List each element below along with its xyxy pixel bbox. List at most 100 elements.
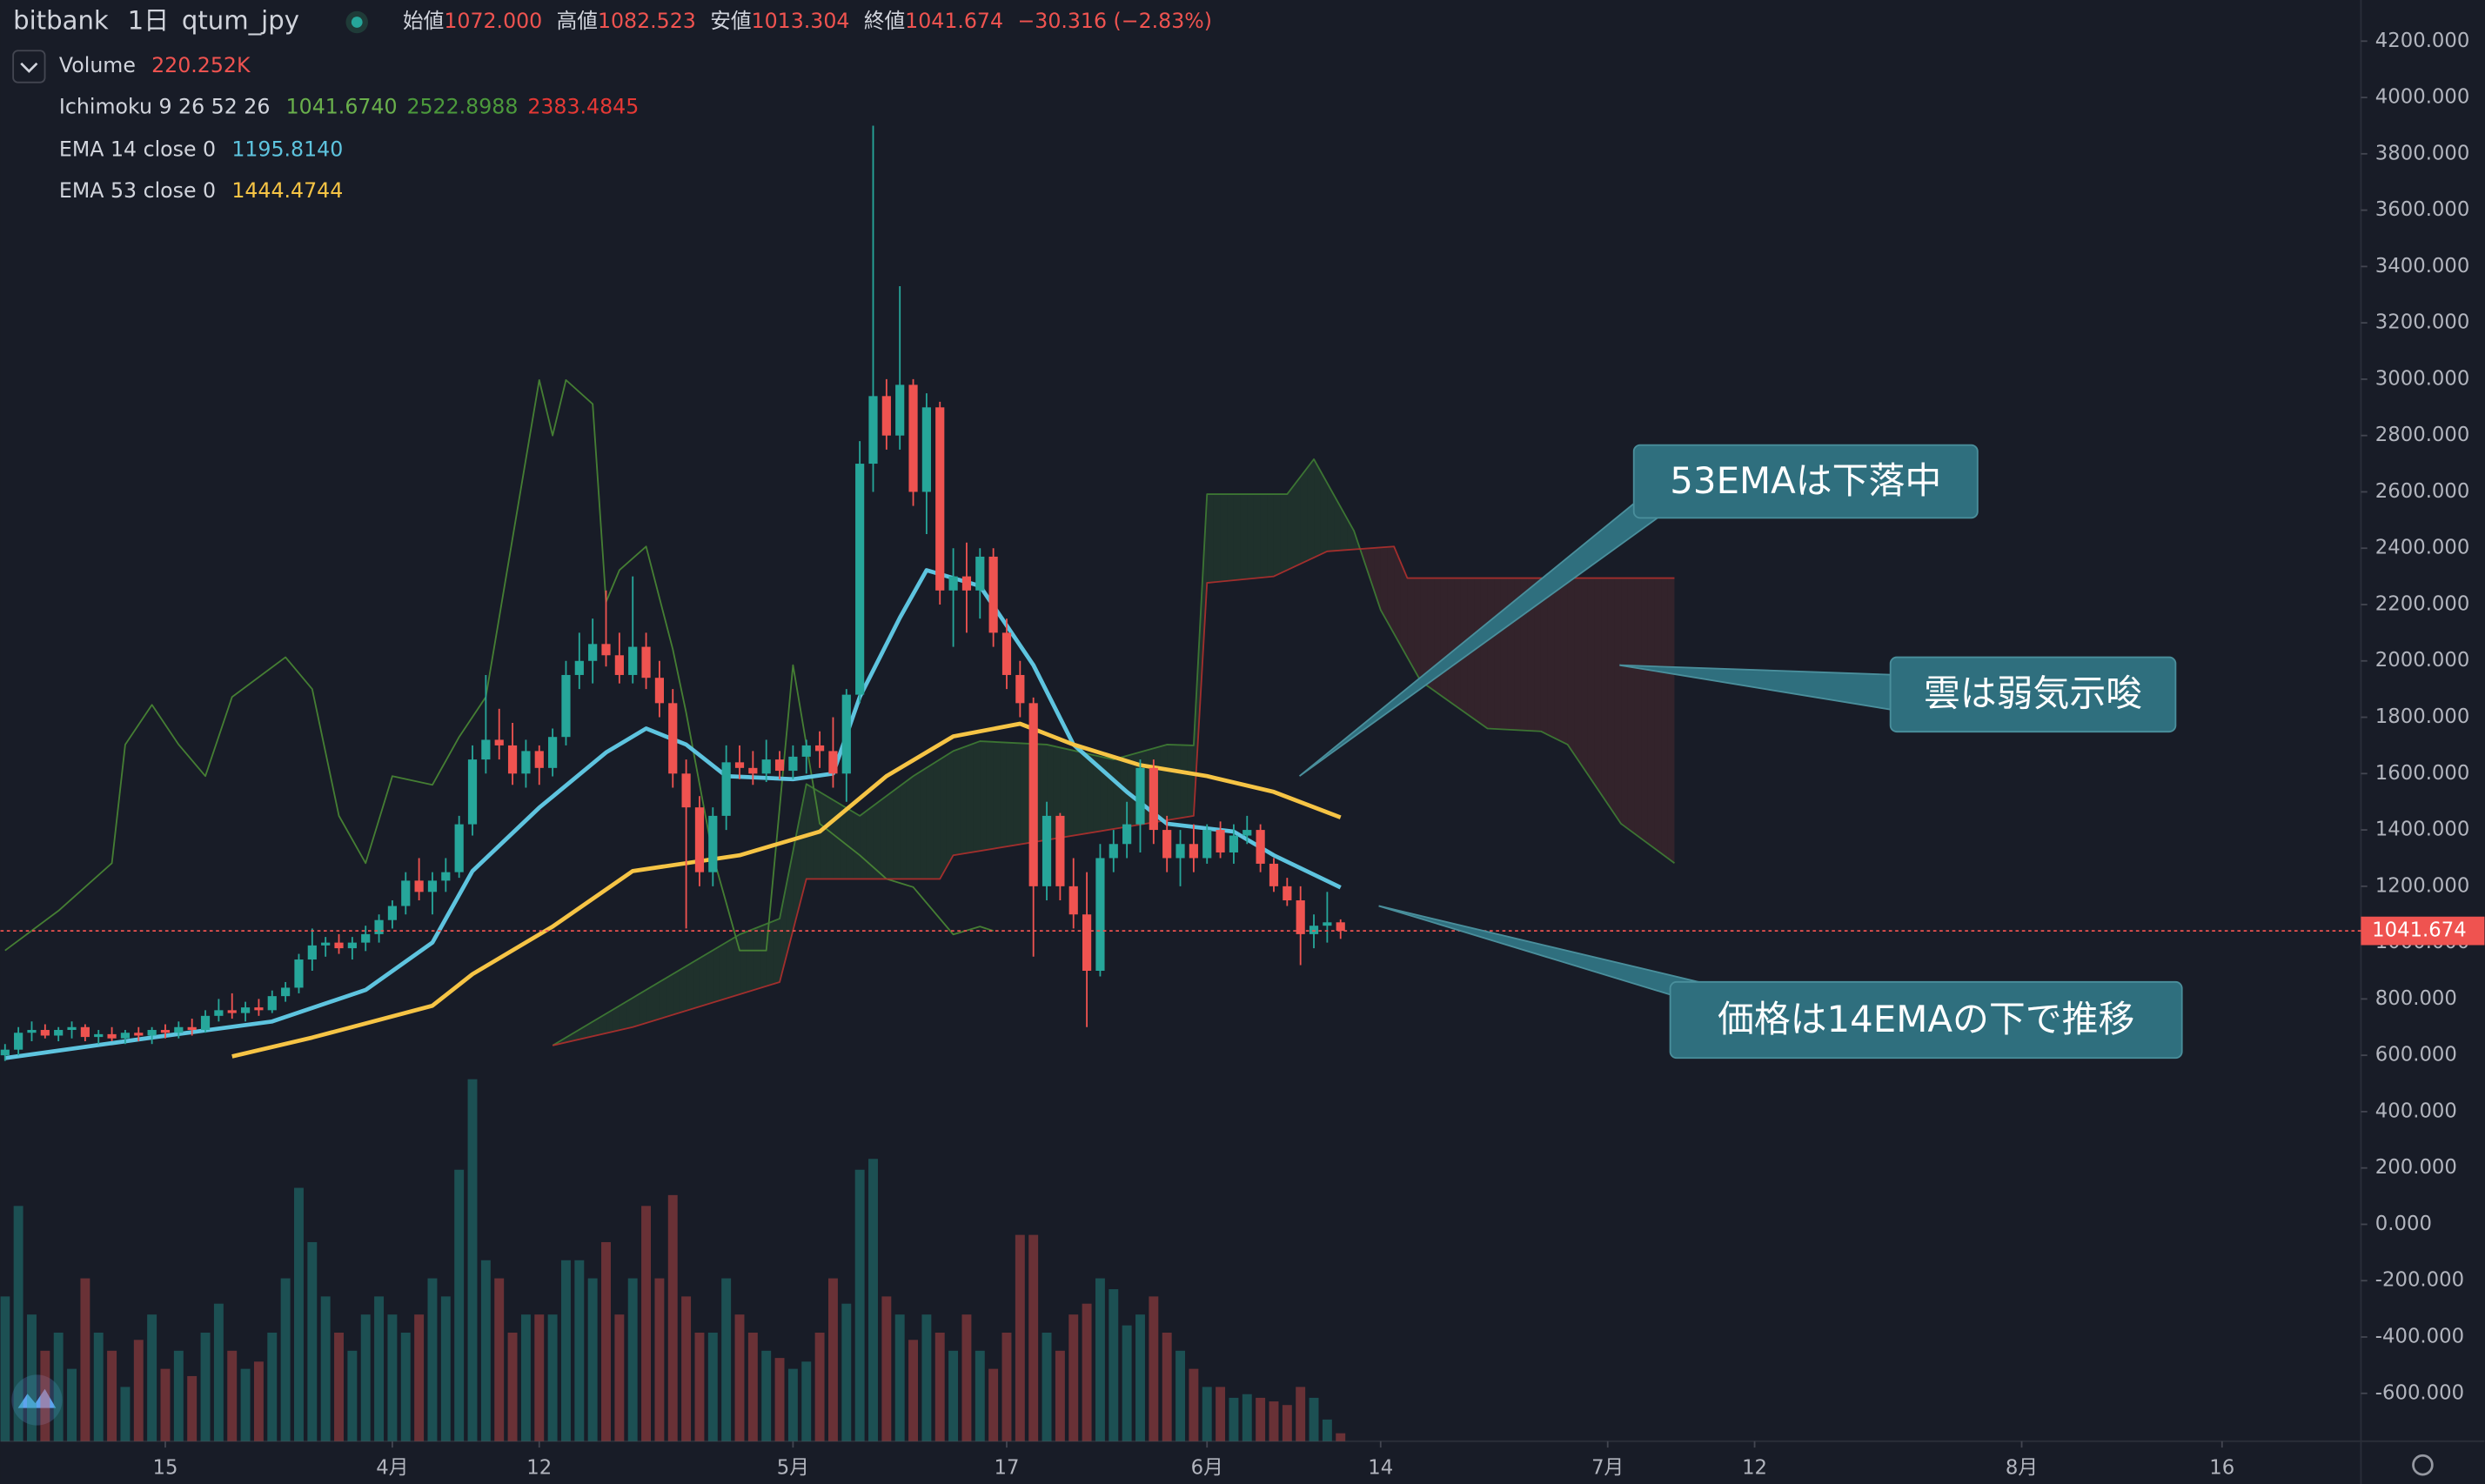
cloud-fill — [1260, 494, 1268, 578]
candle-body — [507, 745, 518, 774]
volume-bar — [280, 1278, 291, 1441]
y-tick-label: 2200.000 — [2375, 592, 2470, 615]
x-tick-label: 15 — [153, 1456, 178, 1479]
candle-body — [214, 1010, 224, 1016]
volume-bar — [868, 1159, 878, 1441]
y-tick-label: 600.000 — [2375, 1044, 2457, 1066]
cloud-fill — [1314, 458, 1321, 558]
settings-icon[interactable] — [2412, 1454, 2434, 1476]
volume-bar — [627, 1278, 638, 1441]
cloud-fill — [679, 966, 687, 1013]
y-tick-label: 1200.000 — [2375, 874, 2470, 897]
volume-bar — [894, 1314, 905, 1441]
y-tick-label: -200.000 — [2375, 1269, 2464, 1292]
cloud-fill — [573, 1029, 579, 1041]
volume-bar — [213, 1303, 224, 1441]
volume-bar — [1122, 1325, 1132, 1441]
x-tick-label: 16 — [2209, 1456, 2234, 1479]
cloud-fill — [1474, 578, 1481, 725]
volume-bar — [801, 1361, 812, 1441]
cloud-fill — [826, 796, 834, 879]
candle-body — [521, 751, 531, 774]
candle-body — [67, 1026, 77, 1031]
candle-body — [27, 1030, 37, 1033]
y-tick-label: 1800.000 — [2375, 705, 2470, 728]
volume-bar — [53, 1332, 64, 1441]
volume-bar — [440, 1296, 451, 1441]
volume-bar — [93, 1332, 104, 1441]
candle-body — [441, 872, 451, 881]
cloud-fill — [1380, 546, 1388, 622]
candle-body — [548, 737, 558, 768]
cloud-fill — [646, 986, 653, 1024]
volume-bar — [1202, 1387, 1212, 1441]
candle-body — [1242, 830, 1252, 836]
candle-body — [908, 384, 918, 492]
last-price-label: 1041.674 — [2372, 919, 2467, 942]
indicator-line — [552, 545, 1675, 1046]
cloud-fill — [673, 970, 680, 1015]
cloud-fill — [1647, 578, 1655, 849]
cloud-fill — [1300, 467, 1308, 565]
callout-text: 雲は弱気示唆 — [1924, 672, 2142, 715]
candle-body — [54, 1030, 64, 1036]
candle-body — [347, 942, 357, 949]
volume-bar — [160, 1368, 171, 1441]
candle-body — [281, 987, 291, 997]
volume-bar — [841, 1303, 852, 1441]
cloud-fill — [906, 776, 914, 879]
cloud-fill — [993, 741, 1001, 849]
cloud-fill — [639, 989, 646, 1026]
volume-bar — [173, 1350, 184, 1441]
cloud-fill — [1440, 578, 1448, 700]
cloud-fill — [860, 811, 867, 879]
y-tick-label: 0.000 — [2375, 1213, 2432, 1235]
cloud-fill — [846, 807, 854, 879]
y-tick-label: 200.000 — [2375, 1156, 2457, 1179]
legend-text: −30.316 (−2.83%) — [1017, 9, 1212, 33]
volume-bar — [761, 1350, 772, 1441]
candle-body — [1082, 914, 1092, 972]
candle-body — [1135, 767, 1145, 825]
candle-body — [855, 464, 865, 695]
cloud-fill — [619, 1001, 626, 1031]
cloud-fill — [1200, 494, 1208, 699]
x-tick-label: 12 — [1742, 1456, 1767, 1479]
cloud-fill — [1414, 578, 1421, 682]
volume-bar — [774, 1358, 785, 1441]
y-tick-label: 1600.000 — [2375, 762, 2470, 785]
cloud-fill — [773, 919, 780, 985]
volume-bar — [734, 1314, 745, 1441]
legend-text: 高値 — [557, 9, 598, 33]
cloud-fill — [1020, 743, 1028, 845]
candle-body — [1028, 703, 1038, 886]
volume-bar — [721, 1278, 732, 1441]
y-tick-label: 2400.000 — [2375, 537, 2470, 559]
volume-bar — [80, 1278, 90, 1441]
legend-text: 1072.000 — [444, 9, 542, 33]
cloud-fill — [1627, 578, 1635, 834]
cloud-fill — [866, 806, 874, 879]
cloud-fill — [933, 759, 941, 879]
cloud-fill — [1601, 578, 1608, 805]
collapse-button[interactable] — [12, 50, 46, 84]
volume-bar — [574, 1260, 585, 1441]
volume-bar — [400, 1332, 411, 1441]
cloud-fill — [1487, 578, 1495, 729]
candle-body — [147, 1030, 157, 1036]
volume-bar — [307, 1241, 318, 1441]
cloud-fill — [873, 800, 881, 879]
callout-box — [1632, 444, 1979, 519]
candle-body — [761, 759, 771, 774]
candle-body — [895, 384, 905, 436]
x-tick-label: 12 — [526, 1456, 552, 1479]
cloud-fill — [1661, 578, 1668, 859]
plot-area — [0, 125, 1675, 1441]
cloud-fill — [1454, 578, 1461, 710]
cloud-fill — [880, 796, 887, 879]
candle-body — [107, 1033, 117, 1039]
candle-body — [1042, 815, 1052, 886]
logo[interactable] — [11, 1374, 63, 1426]
cloud-fill — [1634, 578, 1642, 839]
